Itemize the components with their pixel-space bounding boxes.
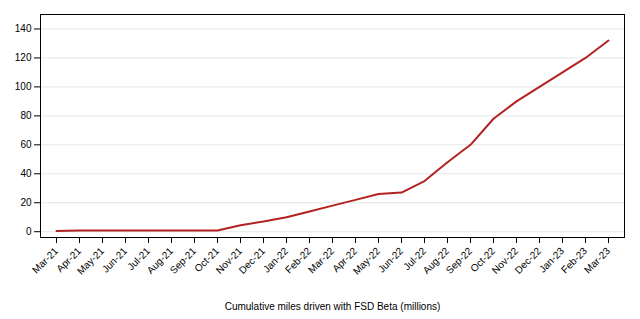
svg-text:20: 20 xyxy=(20,197,32,208)
svg-text:Nov-22: Nov-22 xyxy=(489,245,521,276)
svg-text:80: 80 xyxy=(20,110,32,121)
svg-text:Mar-22: Mar-22 xyxy=(306,245,336,275)
svg-text:Jul-22: Jul-22 xyxy=(401,245,429,273)
svg-text:140: 140 xyxy=(15,23,32,34)
svg-text:Jun-22: Jun-22 xyxy=(376,245,406,275)
svg-text:Oct-22: Oct-22 xyxy=(468,245,498,275)
svg-text:Dec-22: Dec-22 xyxy=(513,245,544,276)
svg-text:Aug-22: Aug-22 xyxy=(420,245,452,276)
svg-text:Dec-21: Dec-21 xyxy=(237,245,268,276)
svg-text:Mar-23: Mar-23 xyxy=(582,245,612,275)
svg-text:Jan-22: Jan-22 xyxy=(260,245,291,275)
svg-text:Jul-21: Jul-21 xyxy=(125,245,153,273)
svg-text:Feb-23: Feb-23 xyxy=(559,245,590,276)
svg-text:0: 0 xyxy=(26,226,32,237)
svg-text:Aug-21: Aug-21 xyxy=(144,245,176,276)
svg-text:Feb-22: Feb-22 xyxy=(283,245,314,276)
svg-text:Jun-21: Jun-21 xyxy=(100,245,130,275)
svg-text:Mar-21: Mar-21 xyxy=(30,245,60,275)
svg-text:Apr-21: Apr-21 xyxy=(54,245,84,275)
svg-text:60: 60 xyxy=(20,139,32,150)
svg-text:100: 100 xyxy=(15,81,32,92)
svg-text:Jan-23: Jan-23 xyxy=(536,245,567,275)
svg-text:Sep-21: Sep-21 xyxy=(168,245,199,276)
svg-text:Apr-22: Apr-22 xyxy=(330,245,360,275)
svg-text:May-22: May-22 xyxy=(351,245,383,277)
svg-text:Oct-21: Oct-21 xyxy=(192,245,222,275)
svg-text:40: 40 xyxy=(20,168,32,179)
svg-text:Cumulative miles driven with F: Cumulative miles driven with FSD Beta (m… xyxy=(225,301,441,312)
svg-text:Sep-22: Sep-22 xyxy=(444,245,475,276)
svg-text:Nov-21: Nov-21 xyxy=(213,245,245,276)
svg-text:120: 120 xyxy=(15,52,32,63)
svg-text:May-21: May-21 xyxy=(75,245,107,277)
